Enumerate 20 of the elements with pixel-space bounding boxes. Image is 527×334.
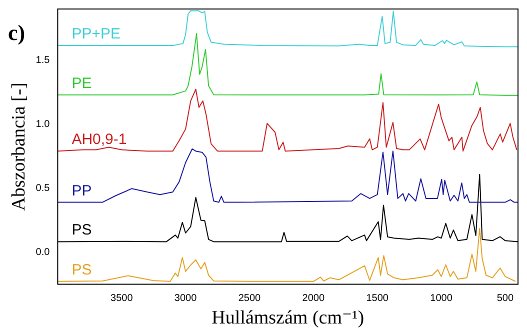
y-tick-label: 1.5	[36, 54, 50, 66]
y-tick-label: 1.0	[36, 118, 50, 130]
x-tick-label: 500	[496, 292, 514, 304]
series-label: AH0,9-1	[72, 131, 127, 148]
series-label: PE	[72, 74, 92, 92]
x-tick-label: 1000	[430, 292, 453, 304]
x-tick-label: 3000	[174, 292, 198, 304]
x-axis-title: Hullámszám (cm⁻¹)	[212, 308, 364, 329]
x-tick-label: 2500	[238, 292, 262, 304]
series-label: PP	[72, 182, 92, 200]
x-tick-label: 1500	[366, 292, 389, 304]
x-tick-label: 3500	[110, 292, 134, 304]
text: c)	[8, 20, 26, 45]
y-axis-title: Abszorbancia [-]	[8, 82, 30, 211]
x-tick-label: 2000	[302, 292, 325, 304]
series-label: PS	[72, 222, 92, 239]
series-label: PP+PE	[72, 25, 120, 42]
y-tick-label: 0.5	[36, 182, 50, 194]
y-tick-label: 0.0	[36, 246, 50, 258]
series-label: PS	[72, 261, 92, 278]
